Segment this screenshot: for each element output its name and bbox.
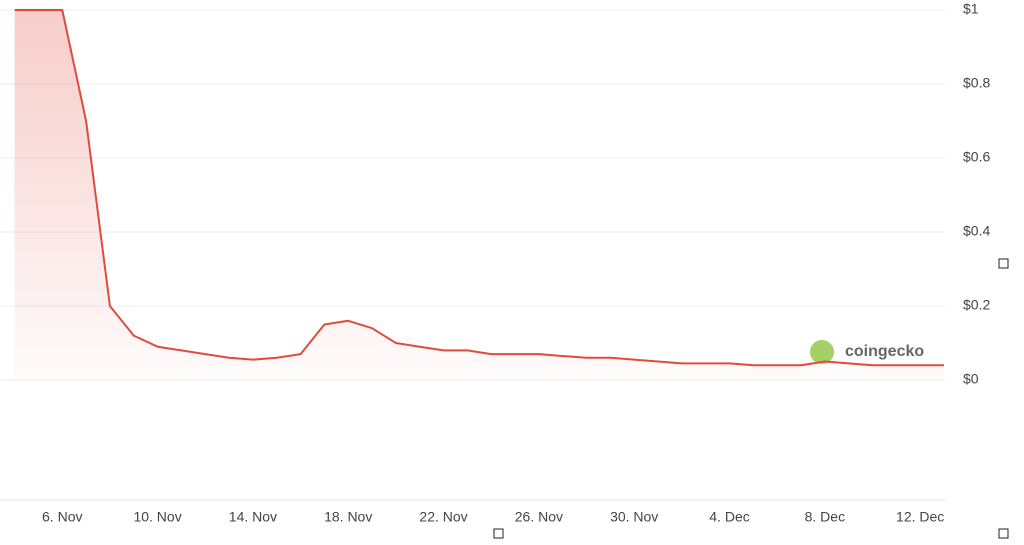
x-tick-label: 26. Nov (515, 509, 563, 525)
x-tick-label: 22. Nov (419, 509, 467, 525)
logo (810, 340, 834, 364)
y-tick-label: $0 (963, 371, 979, 387)
x-tick-label: 10. Nov (133, 509, 181, 525)
x-tick-label: 8. Dec (805, 509, 845, 525)
y-tick-label: $0.2 (963, 297, 990, 313)
line (14, 9, 944, 367)
watermark: coingecko (845, 343, 924, 360)
icon (998, 528, 1009, 539)
x-tick-label: 4. Dec (709, 509, 749, 525)
x-tick-label: 6. Nov (42, 509, 82, 525)
y-tick-label: $0.4 (963, 223, 990, 239)
x-tick-label: 18. Nov (324, 509, 372, 525)
x-tick-label: 14. Nov (229, 509, 277, 525)
y-tick-label: $1 (963, 1, 979, 17)
x-tick-label: 30. Nov (610, 509, 658, 525)
x-tick-label: 12. Dec (896, 509, 944, 525)
area (14, 10, 945, 380)
y-tick-label: $0.8 (963, 75, 990, 91)
icon (493, 528, 504, 539)
icon (998, 258, 1009, 269)
y-tick-label: $0.6 (963, 149, 990, 165)
